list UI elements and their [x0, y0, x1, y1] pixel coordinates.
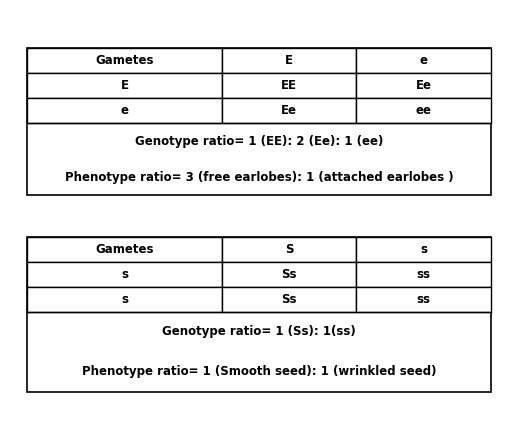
Bar: [356, 48, 491, 73]
Bar: [222, 237, 356, 262]
Text: e: e: [121, 104, 128, 117]
Text: E: E: [285, 54, 293, 67]
Text: EE: EE: [281, 79, 297, 92]
Text: E: E: [121, 79, 128, 92]
Bar: [222, 48, 356, 73]
Text: Ss: Ss: [281, 268, 297, 281]
Bar: [27, 73, 222, 98]
Bar: [27, 287, 222, 312]
Bar: [222, 287, 356, 312]
Bar: [356, 287, 491, 312]
Text: Genotype ratio= 1 (Ss): 1(ss): Genotype ratio= 1 (Ss): 1(ss): [162, 325, 356, 338]
Bar: [27, 48, 491, 195]
Bar: [27, 237, 491, 392]
Text: Ss: Ss: [281, 293, 297, 306]
Text: Phenotype ratio= 1 (Smooth seed): 1 (wrinkled seed): Phenotype ratio= 1 (Smooth seed): 1 (wri…: [82, 365, 436, 378]
Text: Genotype ratio= 1 (EE): 2 (Ee): 1 (ee): Genotype ratio= 1 (EE): 2 (Ee): 1 (ee): [135, 134, 383, 147]
Bar: [222, 73, 356, 98]
Text: Phenotype ratio= 3 (free earlobes): 1 (attached earlobes ): Phenotype ratio= 3 (free earlobes): 1 (a…: [65, 171, 453, 184]
Text: s: s: [121, 293, 128, 306]
Text: ee: ee: [416, 104, 431, 117]
Bar: [27, 262, 222, 287]
Text: e: e: [420, 54, 428, 67]
Text: Gametes: Gametes: [95, 243, 154, 256]
Text: s: s: [121, 268, 128, 281]
Bar: [27, 48, 222, 73]
Bar: [356, 237, 491, 262]
Bar: [27, 237, 222, 262]
Text: s: s: [420, 243, 427, 256]
Bar: [356, 73, 491, 98]
Bar: [27, 98, 222, 123]
Bar: [222, 98, 356, 123]
Bar: [356, 262, 491, 287]
Text: Ee: Ee: [416, 79, 431, 92]
Bar: [356, 98, 491, 123]
Text: ss: ss: [416, 293, 431, 306]
Text: Gametes: Gametes: [95, 54, 154, 67]
Text: ss: ss: [416, 268, 431, 281]
Text: Ee: Ee: [281, 104, 297, 117]
Bar: [222, 262, 356, 287]
Text: S: S: [285, 243, 293, 256]
